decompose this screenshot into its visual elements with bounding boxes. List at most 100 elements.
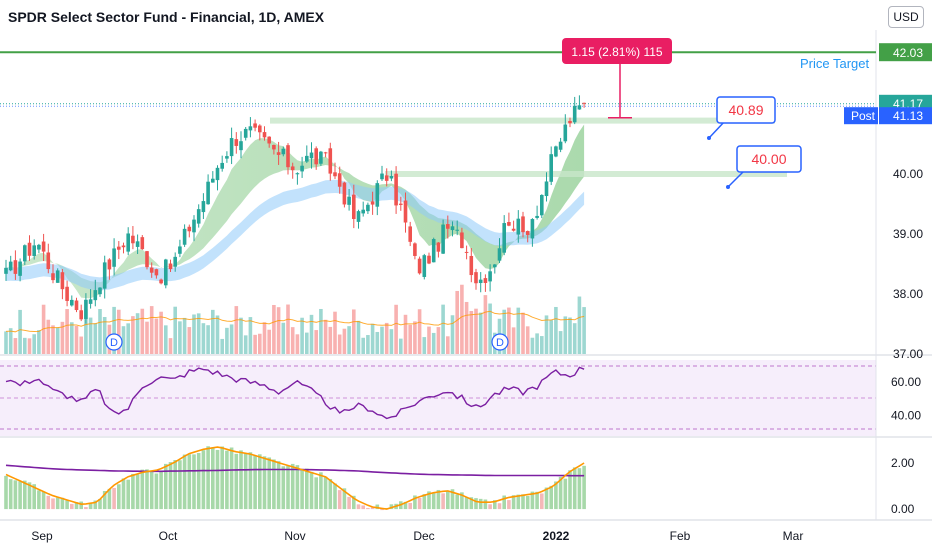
macd-histogram-bar	[74, 502, 79, 510]
volume-bar	[258, 333, 262, 354]
volume-bar	[366, 335, 370, 354]
annotation-layer[interactable]: Price Target 1.15 (2.81%) 115 40.89 40.00 D D	[105, 38, 870, 351]
macd-histogram-bar	[563, 478, 568, 510]
macd-histogram-bar	[352, 495, 356, 510]
macd-histogram-bar	[417, 497, 422, 510]
callout-a-pointer	[708, 120, 726, 139]
macd-histogram-bar	[27, 482, 32, 510]
time-axis-label: Mar	[783, 529, 804, 543]
volume-bar	[323, 319, 328, 354]
volume-bar	[380, 326, 384, 354]
macd-histogram-bar	[102, 491, 107, 510]
macd-histogram-bar	[98, 498, 102, 510]
macd-histogram-bar	[239, 450, 243, 510]
volume-bar	[436, 327, 441, 354]
volume-bar	[60, 321, 65, 354]
candle-body	[309, 152, 314, 159]
candle-body	[18, 261, 22, 276]
macd-histogram-bar	[422, 494, 427, 510]
candle-body	[511, 228, 516, 231]
candle-body	[530, 219, 535, 239]
candle-body	[27, 242, 32, 256]
candle-body	[394, 173, 398, 206]
candle-body	[460, 232, 464, 249]
macd-histogram-bar	[154, 473, 159, 510]
candle-body	[493, 264, 497, 268]
volume-bar	[563, 316, 568, 354]
macd-histogram-bar	[206, 446, 210, 510]
volume-bar	[408, 324, 412, 354]
candle-body	[319, 151, 323, 164]
macd-histogram-bar	[70, 503, 74, 510]
candle-body	[196, 209, 201, 224]
candle-body	[154, 269, 159, 276]
macd-histogram-bar	[380, 509, 384, 511]
volume-bar	[352, 309, 356, 354]
volume-bar	[394, 304, 398, 354]
macd-histogram-bar	[211, 447, 215, 510]
candle-body	[84, 299, 88, 319]
candle-body	[464, 251, 469, 253]
candle-body	[455, 229, 459, 231]
candle-body	[117, 246, 121, 250]
candle-body	[192, 219, 196, 233]
macd-histogram-bar	[436, 489, 441, 510]
candle-body	[55, 270, 60, 283]
volume-bar	[46, 319, 51, 354]
callout-a-anchor	[707, 136, 711, 140]
macd-histogram-bar	[93, 500, 98, 510]
resistance-zone-b	[385, 171, 787, 177]
volume-bar	[431, 332, 436, 354]
macd-histogram-bar	[366, 508, 370, 510]
volume-bar	[361, 337, 365, 354]
candle-body	[267, 136, 271, 144]
macd-histogram-bar	[375, 504, 380, 510]
candle-body	[337, 173, 342, 187]
candle-body	[469, 255, 474, 276]
candle-body	[417, 258, 422, 274]
volume-bar	[13, 338, 18, 354]
macd-histogram-bar	[474, 498, 478, 510]
candle-body	[347, 196, 351, 205]
levels-layer	[0, 51, 876, 177]
target-price-label: 42.03	[893, 46, 923, 60]
macd-histogram-bar	[286, 465, 290, 510]
macd-histogram-bar	[558, 476, 563, 510]
volume-bar	[342, 328, 347, 354]
volume-bar	[225, 327, 229, 354]
volume-bar	[220, 338, 224, 354]
volume-bar	[305, 332, 309, 354]
macd-histogram-bar	[361, 505, 365, 510]
candle-body	[258, 125, 262, 133]
macd-histogram-bar	[441, 493, 445, 510]
candle-body	[554, 146, 558, 157]
volume-bar	[253, 334, 257, 354]
candle-body	[540, 194, 544, 216]
volume-bar	[51, 325, 55, 354]
macd-histogram-bar	[582, 465, 586, 510]
candle-body	[51, 273, 55, 281]
volume-bar	[140, 308, 145, 354]
candle-body	[272, 144, 276, 150]
candle-body	[149, 267, 154, 273]
candle-body	[70, 299, 74, 306]
macd-histogram-bar	[290, 463, 295, 510]
candle-body	[441, 224, 445, 254]
volume-bar	[65, 309, 69, 354]
macd-histogram-bar	[450, 489, 455, 510]
time-axis-label: Dec	[413, 529, 434, 543]
rsi-panel-bg	[0, 360, 876, 436]
currency-button[interactable]: USD	[888, 6, 924, 28]
volume-bar	[460, 284, 464, 354]
volume-bar	[178, 321, 182, 354]
macd-histogram-bar	[55, 497, 60, 510]
candle-body	[164, 259, 168, 286]
candle-body	[370, 201, 375, 205]
volume-bar	[32, 334, 36, 354]
macd-histogram-bar	[549, 485, 553, 510]
volume-bar	[450, 315, 455, 354]
macd-histogram-bar	[182, 454, 187, 510]
